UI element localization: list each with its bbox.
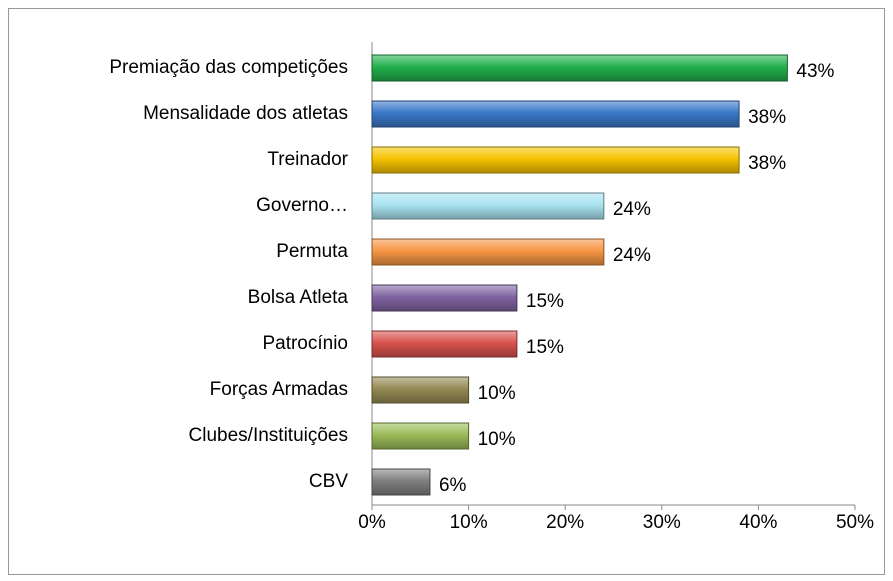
data-label: 15% [526, 291, 564, 312]
x-tick-label: 40% [739, 512, 777, 533]
category-label: Forças Armadas [210, 379, 348, 400]
data-label: 38% [748, 107, 786, 128]
data-label: 10% [478, 383, 516, 404]
bar [371, 100, 740, 128]
bar [371, 54, 788, 82]
category-label: Premiação das competições [109, 57, 348, 78]
category-label: Governo… [256, 195, 348, 216]
category-label: Mensalidade dos atletas [143, 103, 348, 124]
category-label: Patrocínio [262, 333, 348, 354]
data-label: 38% [748, 153, 786, 174]
x-tick-label: 30% [643, 512, 681, 533]
bar [371, 146, 740, 174]
bar [371, 330, 518, 358]
data-label: 43% [796, 61, 834, 82]
x-tick-label: 0% [358, 512, 386, 533]
data-label: 24% [613, 245, 651, 266]
x-tick-label: 20% [546, 512, 584, 533]
data-label: 24% [613, 199, 651, 220]
bar [371, 422, 470, 450]
bar [371, 376, 470, 404]
x-tick-label: 10% [450, 512, 488, 533]
category-label: Bolsa Atleta [248, 287, 349, 308]
data-label: 10% [478, 429, 516, 450]
category-label: CBV [309, 471, 348, 492]
data-label: 15% [526, 337, 564, 358]
bar [371, 468, 431, 496]
data-label: 6% [439, 475, 467, 496]
category-label: Permuta [276, 241, 348, 262]
bar [371, 238, 605, 266]
bar [371, 192, 605, 220]
x-tick-label: 50% [836, 512, 874, 533]
category-label: Clubes/Instituições [189, 425, 348, 446]
bar [371, 284, 518, 312]
category-label: Treinador [267, 149, 348, 170]
